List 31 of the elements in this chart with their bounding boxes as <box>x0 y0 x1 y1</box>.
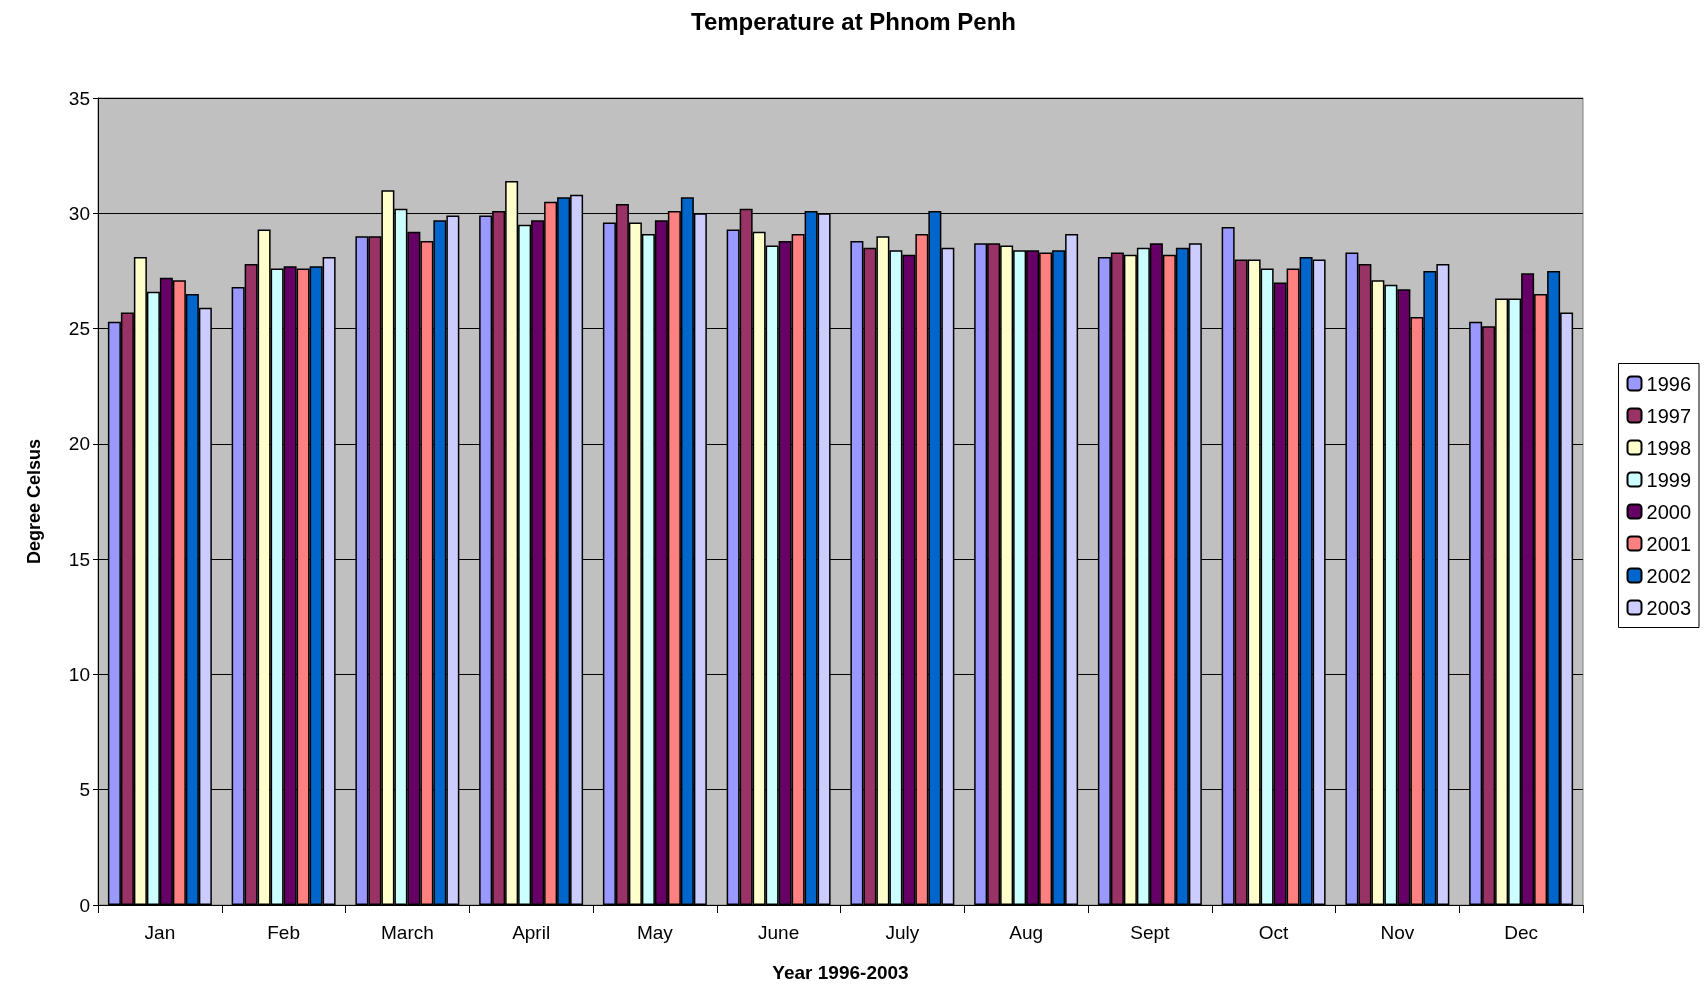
y-tick-label: 10 <box>68 663 90 685</box>
x-tick-label: Nov <box>1380 922 1415 943</box>
x-tick-label: Aug <box>1009 922 1044 943</box>
legend-label: 2003 <box>1646 596 1692 619</box>
y-tick-label: 35 <box>68 87 90 109</box>
chart-title: Temperature at Phnom Penh <box>691 7 1016 35</box>
legend-label: 1998 <box>1646 436 1692 459</box>
x-tick-label: June <box>758 922 800 943</box>
x-tick-label: Oct <box>1258 922 1290 943</box>
x-axis-title: Year 1996-2003 <box>772 962 909 983</box>
legend-label: 2001 <box>1646 532 1692 555</box>
y-tick-label: 5 <box>79 779 90 801</box>
y-axis-title: Degree Celsus <box>24 438 44 565</box>
y-tick-label: 0 <box>79 894 90 916</box>
x-tick-label: July <box>885 922 920 943</box>
x-tick-label: Sept <box>1130 922 1171 943</box>
legend-label: 2000 <box>1646 500 1692 523</box>
x-tick-label: April <box>512 922 551 943</box>
legend-label: 2002 <box>1646 564 1692 587</box>
x-tick-label: March <box>380 922 434 943</box>
x-tick-label: May <box>636 922 674 943</box>
legend-label: 1996 <box>1646 372 1692 395</box>
legend-label: 1997 <box>1646 404 1692 427</box>
x-tick-label: Dec <box>1504 922 1539 943</box>
legend-label: 1999 <box>1646 468 1692 491</box>
x-tick-label: Feb <box>267 922 300 943</box>
y-tick-label: 25 <box>68 318 90 340</box>
y-tick-label: 20 <box>68 433 90 455</box>
x-tick-label: Jan <box>144 922 176 943</box>
y-tick-label: 15 <box>68 548 90 570</box>
y-tick-label: 30 <box>68 202 90 224</box>
